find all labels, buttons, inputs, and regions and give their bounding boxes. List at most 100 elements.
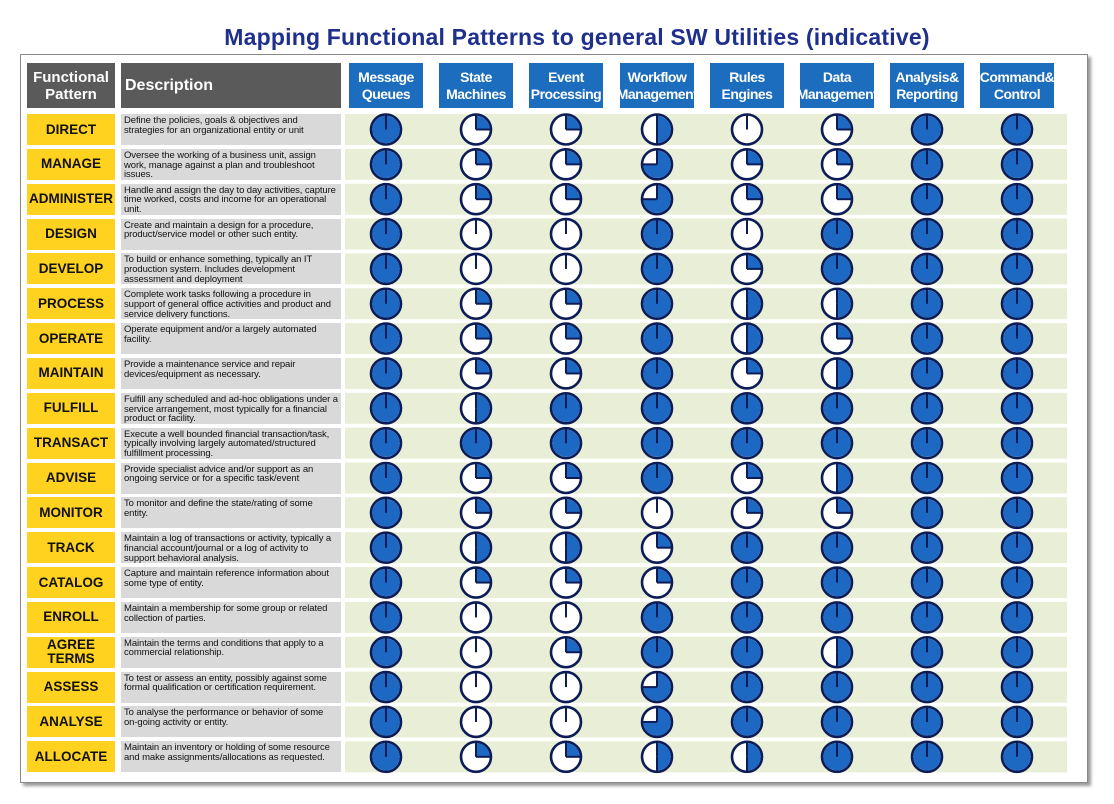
harvey-ball xyxy=(910,740,944,774)
harvey-ball xyxy=(549,113,583,146)
pattern-label: DIRECT xyxy=(27,114,115,145)
harvey-ball xyxy=(910,635,944,669)
harvey-ball xyxy=(1000,566,1034,599)
harvey-ball xyxy=(730,287,764,321)
harvey-ball xyxy=(910,705,944,739)
pattern-description: To build or enhance something, typically… xyxy=(121,253,341,285)
harvey-ball xyxy=(640,705,674,739)
harvey-ball xyxy=(459,461,493,495)
harvey-ball xyxy=(369,148,403,181)
row-band xyxy=(345,567,1067,599)
harvey-ball xyxy=(1000,148,1034,181)
pattern-description: Handle and assign the day to day activit… xyxy=(121,183,341,215)
harvey-ball xyxy=(640,496,674,530)
row-band xyxy=(345,497,1067,529)
harvey-ball xyxy=(1000,322,1034,355)
row-band xyxy=(345,392,1067,424)
harvey-ball xyxy=(459,670,493,704)
pattern-description: Complete work tasks following a procedur… xyxy=(121,288,341,320)
pattern-label: ENROLL xyxy=(27,601,115,633)
row-band xyxy=(345,741,1067,773)
row-band xyxy=(345,636,1067,668)
harvey-ball xyxy=(640,217,674,251)
harvey-ball xyxy=(369,496,403,530)
pattern-description: To test or assess an entity, possibly ag… xyxy=(121,671,341,703)
harvey-ball xyxy=(369,182,403,216)
pattern-label: ANALYSE xyxy=(27,706,115,738)
harvey-ball xyxy=(730,670,764,704)
pattern-label: ADMINISTER xyxy=(27,183,115,215)
pattern-label: AGREE TERMS xyxy=(27,636,115,668)
pattern-description: Execute a well bounded financial transac… xyxy=(121,427,341,459)
harvey-ball xyxy=(730,740,764,774)
row-band xyxy=(345,601,1067,633)
harvey-ball xyxy=(820,182,854,216)
harvey-ball xyxy=(730,252,764,286)
harvey-ball xyxy=(1000,740,1034,774)
harvey-ball xyxy=(730,426,764,460)
harvey-ball xyxy=(820,252,854,286)
harvey-ball xyxy=(369,322,403,355)
harvey-ball xyxy=(1000,496,1034,530)
column-header-state-machines: State Machines xyxy=(439,63,513,108)
pattern-description: To monitor and define the state/rating o… xyxy=(121,497,341,529)
pattern-description: Provide a maintenance service and repair… xyxy=(121,357,341,389)
harvey-ball xyxy=(820,461,854,495)
harvey-ball xyxy=(459,322,493,355)
pattern-description: Maintain an inventory or holding of some… xyxy=(121,741,341,773)
harvey-ball xyxy=(459,357,493,390)
pattern-description: Maintain a membership for some group or … xyxy=(121,601,341,633)
harvey-ball xyxy=(730,601,764,634)
harvey-ball xyxy=(459,740,493,774)
pattern-label: MONITOR xyxy=(27,497,115,529)
harvey-ball xyxy=(459,148,493,181)
harvey-ball xyxy=(549,391,583,425)
row-band xyxy=(345,532,1067,564)
harvey-ball xyxy=(549,496,583,530)
pattern-label: TRANSACT xyxy=(27,427,115,459)
harvey-ball xyxy=(640,566,674,599)
harvey-ball xyxy=(730,531,764,565)
harvey-ball xyxy=(730,635,764,669)
harvey-ball xyxy=(369,426,403,460)
harvey-ball xyxy=(549,287,583,321)
harvey-ball xyxy=(640,287,674,321)
harvey-ball xyxy=(549,601,583,634)
page-title: Mapping Functional Patterns to general S… xyxy=(224,24,930,50)
harvey-ball xyxy=(820,635,854,669)
harvey-ball xyxy=(369,357,403,390)
harvey-ball xyxy=(459,182,493,216)
harvey-ball xyxy=(730,113,764,146)
harvey-ball xyxy=(549,426,583,460)
harvey-ball xyxy=(1000,601,1034,634)
harvey-ball xyxy=(459,531,493,565)
harvey-ball xyxy=(730,182,764,216)
harvey-ball xyxy=(820,357,854,390)
pattern-label: OPERATE xyxy=(27,323,115,355)
harvey-ball xyxy=(459,426,493,460)
harvey-ball xyxy=(640,113,674,146)
pattern-description: To analyse the performance or behavior o… xyxy=(121,706,341,738)
harvey-ball xyxy=(549,635,583,669)
pattern-description: Provide specialist advice and/or support… xyxy=(121,462,341,494)
harvey-ball xyxy=(549,217,583,251)
pattern-label: ASSESS xyxy=(27,671,115,703)
harvey-ball xyxy=(1000,426,1034,460)
harvey-ball xyxy=(549,461,583,495)
harvey-ball xyxy=(730,705,764,739)
harvey-ball xyxy=(1000,635,1034,669)
pattern-description: Oversee the working of a business unit, … xyxy=(121,148,341,180)
harvey-ball xyxy=(640,391,674,425)
harvey-ball xyxy=(910,531,944,565)
harvey-ball xyxy=(369,287,403,321)
harvey-ball xyxy=(369,252,403,286)
harvey-ball xyxy=(459,705,493,739)
harvey-ball xyxy=(1000,217,1034,251)
pattern-label: TRACK xyxy=(27,532,115,564)
row-band xyxy=(345,357,1067,389)
pattern-description: Maintain the terms and conditions that a… xyxy=(121,636,341,668)
harvey-ball xyxy=(910,496,944,530)
row-band xyxy=(345,427,1067,459)
pattern-label: ALLOCATE xyxy=(27,741,115,773)
